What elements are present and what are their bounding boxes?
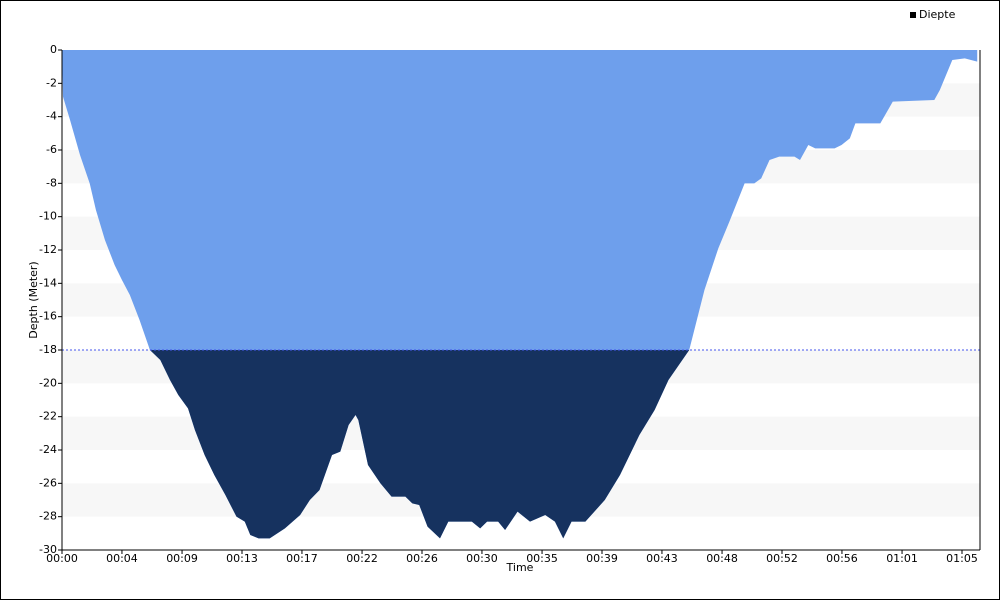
x-axis-label: Time [506, 561, 534, 574]
x-tick-label: 00:00 [46, 552, 78, 565]
area-below-threshold [149, 350, 690, 539]
x-tick-label: 00:17 [286, 552, 318, 565]
y-axis-label: Depth (Meter) [27, 261, 40, 338]
legend-label: Diepte [919, 8, 956, 21]
x-tick-label: 00:26 [406, 552, 438, 565]
y-tick-label: 0 [50, 43, 57, 56]
x-tick-label: 01:05 [946, 552, 978, 565]
y-tick-label: -20 [39, 376, 57, 389]
x-tick-label: 00:35 [526, 552, 558, 565]
y-tick-label: -30 [39, 543, 57, 556]
x-tick-label: 00:52 [766, 552, 798, 565]
y-tick-label: -2 [46, 76, 57, 89]
x-tick-label: 00:48 [706, 552, 738, 565]
x-tick-label: 00:30 [466, 552, 498, 565]
x-tick-label: 00:22 [346, 552, 378, 565]
y-tick-label: -28 [39, 510, 57, 523]
legend-swatch [910, 12, 916, 18]
x-tick-label: 00:43 [646, 552, 678, 565]
x-tick-label: 00:04 [106, 552, 138, 565]
y-tick-label: -24 [39, 443, 57, 456]
y-tick-label: -4 [46, 110, 57, 123]
y-tick-label: -16 [39, 310, 57, 323]
y-tick-label: -12 [39, 243, 57, 256]
x-tick-label: 00:39 [586, 552, 618, 565]
x-tick-label: 00:13 [226, 552, 258, 565]
x-tick-label: 00:56 [826, 552, 858, 565]
y-tick-label: -8 [46, 176, 57, 189]
y-tick-label: -6 [46, 143, 57, 156]
y-tick-label: -22 [39, 410, 57, 423]
y-tick-label: -18 [39, 343, 57, 356]
y-tick-label: -10 [39, 210, 57, 223]
y-tick-label: -14 [39, 276, 57, 289]
y-tick-label: -26 [39, 476, 57, 489]
x-tick-label: 00:09 [166, 552, 198, 565]
x-tick-label: 01:01 [886, 552, 918, 565]
